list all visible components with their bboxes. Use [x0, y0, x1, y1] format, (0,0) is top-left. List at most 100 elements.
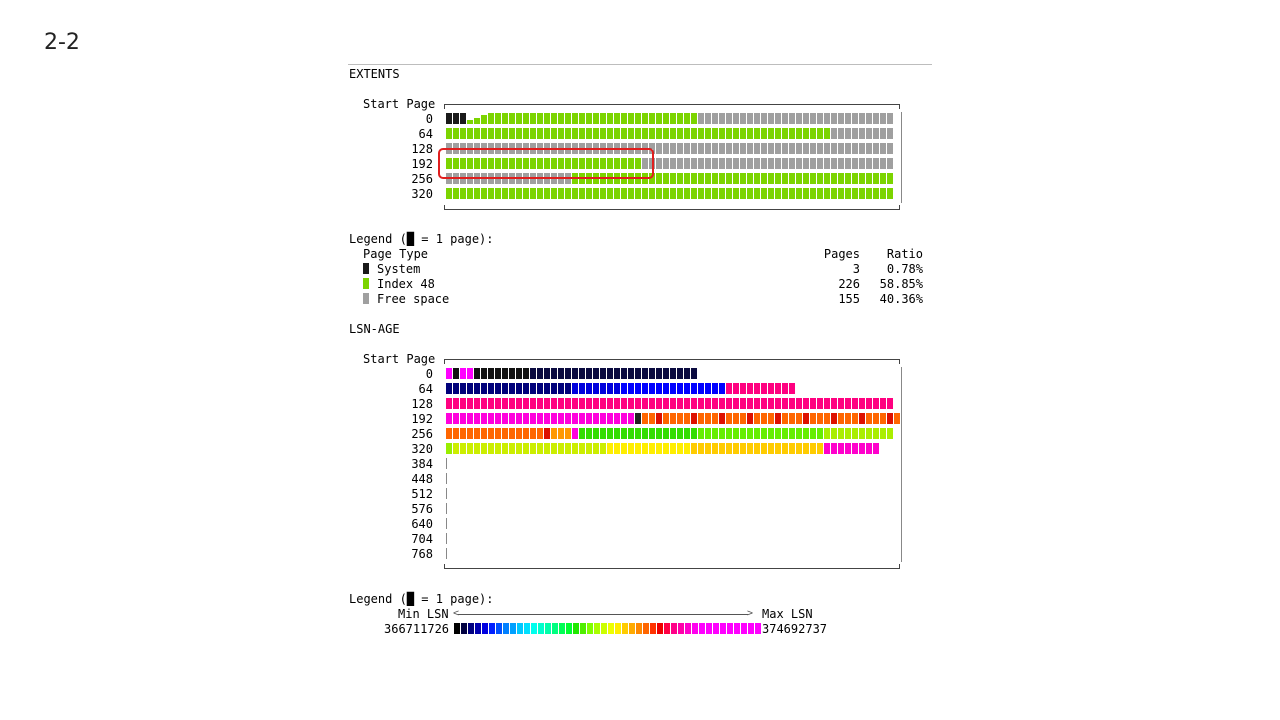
max-lsn-label: Max LSN [762, 607, 813, 621]
lsn-page-cell [845, 443, 851, 454]
lsn-page-cell [495, 383, 501, 394]
lsn-page-cell [544, 398, 550, 409]
lsn-page-cell [453, 368, 459, 379]
lsn-page-cell [733, 383, 739, 394]
gradient-swatch [454, 623, 460, 634]
lsn-page-cell [845, 398, 851, 409]
lsn-page-cell [831, 443, 837, 454]
lsn-page-cell [628, 443, 634, 454]
index-page-cell [551, 113, 557, 124]
free-page-cell [677, 158, 683, 169]
free-page-cell [684, 143, 690, 154]
lsn-page-cell [467, 383, 473, 394]
lsn-page-cell [460, 383, 466, 394]
lsn-page-cell [712, 428, 718, 439]
lsn-page-cell [880, 398, 886, 409]
index-page-cell [824, 173, 830, 184]
lsn-page-cell [705, 398, 711, 409]
free-page-cell [810, 158, 816, 169]
index-page-cell [810, 173, 816, 184]
index-page-cell [649, 113, 655, 124]
lsn-page-cell [565, 383, 571, 394]
lsn-page-cell [754, 443, 760, 454]
lsn-page-cell [586, 428, 592, 439]
lsn-page-cell [670, 398, 676, 409]
free-page-cell [803, 113, 809, 124]
lsn-page-cell [502, 413, 508, 424]
index-page-cell [740, 173, 746, 184]
lsn-page-cell [726, 443, 732, 454]
lsn-page-cell [733, 413, 739, 424]
index-page-cell [593, 158, 599, 169]
free-page-cell [761, 113, 767, 124]
top-divider [348, 64, 932, 65]
index-page-cell [551, 128, 557, 139]
index-page-cell [446, 188, 452, 199]
index-page-cell [607, 113, 613, 124]
index-page-cell [677, 128, 683, 139]
free-page-cell [642, 158, 648, 169]
lsn-page-cell [474, 413, 480, 424]
index-page-cell [691, 173, 697, 184]
gradient-swatch [748, 623, 754, 634]
free-page-cell [880, 128, 886, 139]
free-page-cell [775, 158, 781, 169]
lsn-page-cell [635, 398, 641, 409]
free-page-cell [852, 158, 858, 169]
lsn-page-cell [530, 428, 536, 439]
lsn-page-cell [803, 443, 809, 454]
lsn-page-cell [831, 413, 837, 424]
index-page-cell [831, 173, 837, 184]
lsn-page-cell [495, 443, 501, 454]
index-page-cell [502, 158, 508, 169]
lsn-page-cell [691, 398, 697, 409]
free-page-cell [726, 113, 732, 124]
lsn-page-cell [642, 413, 648, 424]
lsn-page-cell [670, 428, 676, 439]
index-page-cell [537, 158, 543, 169]
lsn-page-cell [600, 413, 606, 424]
lsn-page-cell [691, 383, 697, 394]
lsn-page-cell [649, 443, 655, 454]
free-page-cell [887, 128, 893, 139]
row-label: 512 [411, 487, 433, 501]
index-page-cell [817, 173, 823, 184]
lsn-page-cell [684, 443, 690, 454]
index-page-cell [705, 188, 711, 199]
gradient-swatch [720, 623, 726, 634]
free-page-cell [859, 128, 865, 139]
lsn-page-cell [705, 443, 711, 454]
lsn-page-cell [621, 383, 627, 394]
free-page-cell [866, 128, 872, 139]
lsn-page-cell [474, 398, 480, 409]
index-page-cell [866, 173, 872, 184]
free-page-cell [838, 113, 844, 124]
lsn-page-cell [635, 413, 641, 424]
lsn-page-cell [467, 443, 473, 454]
lsn-page-cell [516, 428, 522, 439]
lsn-page-cell [789, 428, 795, 439]
gradient-swatch [664, 623, 670, 634]
free-page-cell [775, 113, 781, 124]
lsn-page-cell [474, 368, 480, 379]
index-page-cell [474, 128, 480, 139]
lsn-page-cell [761, 428, 767, 439]
lsn-page-cell [509, 428, 515, 439]
index-page-cell [593, 113, 599, 124]
row-label: 256 [411, 172, 433, 186]
index-page-cell [677, 113, 683, 124]
index-page-cell [579, 158, 585, 169]
lsn-page-cell [712, 398, 718, 409]
lsn-page-cell [768, 428, 774, 439]
lsn-page-cell [817, 398, 823, 409]
lsn-page-cell [565, 368, 571, 379]
lsn-page-cell [859, 428, 865, 439]
lsn-page-cell [579, 428, 585, 439]
index-page-cell [656, 113, 662, 124]
free-page-cell [817, 158, 823, 169]
lsn-page-cell [873, 428, 879, 439]
free-page-cell [859, 143, 865, 154]
gradient-swatch [517, 623, 523, 634]
lsn-page-cell [572, 428, 578, 439]
index-page-cell [887, 173, 893, 184]
